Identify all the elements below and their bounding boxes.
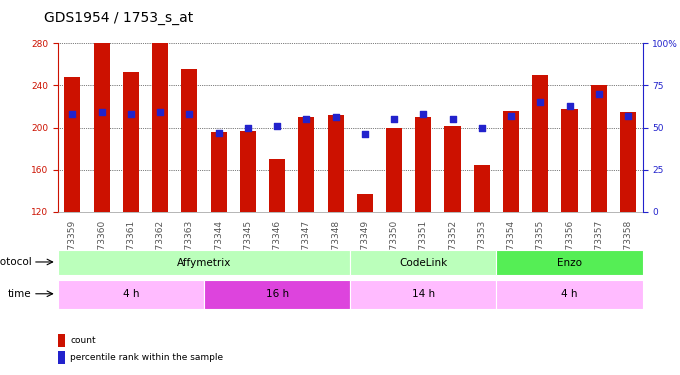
Text: GDS1954 / 1753_s_at: GDS1954 / 1753_s_at bbox=[44, 11, 193, 25]
Point bbox=[593, 91, 604, 97]
Bar bbox=[58, 334, 65, 347]
Bar bbox=[503, 111, 519, 212]
Bar bbox=[496, 280, 643, 309]
Bar bbox=[269, 159, 285, 212]
Bar bbox=[204, 280, 350, 309]
Bar bbox=[445, 126, 460, 212]
Point bbox=[623, 112, 634, 118]
Point bbox=[447, 116, 458, 122]
Text: time: time bbox=[8, 289, 32, 299]
Point bbox=[214, 130, 224, 136]
Bar bbox=[58, 351, 65, 364]
Bar bbox=[65, 77, 80, 212]
Point bbox=[535, 99, 546, 105]
Point bbox=[67, 111, 78, 117]
Text: CodeLink: CodeLink bbox=[399, 258, 447, 267]
Bar bbox=[299, 117, 314, 212]
Bar bbox=[386, 128, 402, 212]
Bar bbox=[532, 75, 548, 212]
Point bbox=[506, 112, 517, 118]
Bar bbox=[152, 43, 168, 212]
Point bbox=[125, 111, 136, 117]
Bar bbox=[94, 43, 109, 212]
Text: count: count bbox=[70, 336, 96, 345]
Text: 16 h: 16 h bbox=[265, 290, 289, 299]
Point bbox=[477, 124, 488, 130]
Text: Enzo: Enzo bbox=[557, 258, 582, 267]
Bar bbox=[496, 250, 643, 275]
Point bbox=[564, 102, 575, 109]
Bar bbox=[123, 72, 139, 212]
Point bbox=[389, 116, 400, 122]
Point bbox=[242, 124, 253, 130]
Text: Affymetrix: Affymetrix bbox=[177, 258, 231, 267]
Bar bbox=[211, 132, 226, 212]
Bar bbox=[415, 117, 431, 212]
Point bbox=[330, 114, 341, 120]
Point bbox=[155, 110, 166, 116]
Bar bbox=[562, 108, 577, 212]
Point bbox=[97, 110, 107, 116]
Point bbox=[418, 111, 429, 117]
Text: 4 h: 4 h bbox=[561, 290, 578, 299]
Bar bbox=[58, 250, 350, 275]
Text: 4 h: 4 h bbox=[122, 290, 139, 299]
Text: 14 h: 14 h bbox=[411, 290, 435, 299]
Text: percentile rank within the sample: percentile rank within the sample bbox=[70, 352, 223, 362]
Bar bbox=[182, 69, 197, 212]
Bar bbox=[357, 194, 373, 212]
Point bbox=[272, 123, 283, 129]
Bar bbox=[350, 280, 496, 309]
Bar bbox=[350, 250, 496, 275]
Point bbox=[184, 111, 195, 117]
Point bbox=[301, 116, 312, 122]
Bar bbox=[620, 112, 636, 212]
Bar bbox=[328, 115, 343, 212]
Bar bbox=[474, 165, 490, 212]
Bar bbox=[591, 86, 607, 212]
Text: protocol: protocol bbox=[0, 257, 32, 267]
Point bbox=[360, 131, 371, 137]
Bar bbox=[58, 280, 204, 309]
Bar bbox=[240, 130, 256, 212]
